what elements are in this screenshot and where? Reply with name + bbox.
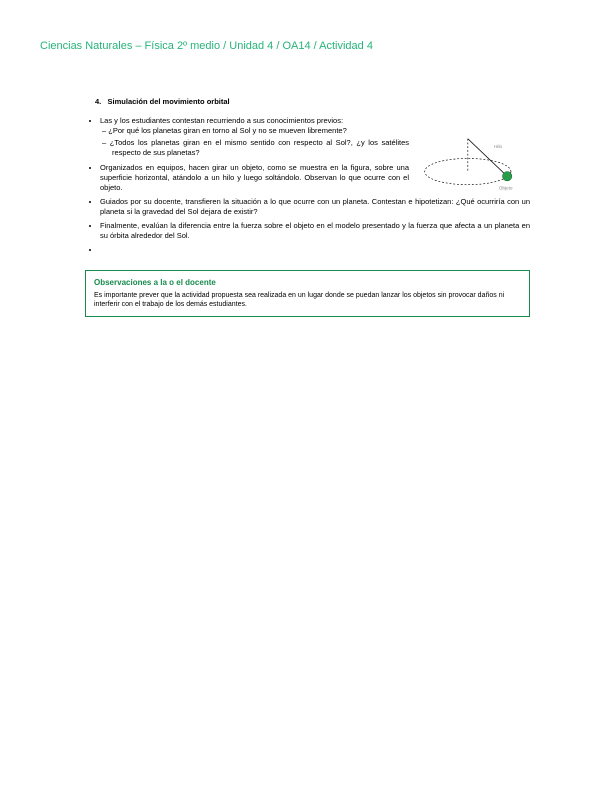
list-item xyxy=(100,245,530,255)
orbit-figure: Hilo Objeto xyxy=(415,120,530,195)
section-number: 4. xyxy=(95,97,101,106)
list-item: Guiados por su docente, transfieren la s… xyxy=(100,197,530,217)
section-title: Simulación del movimiento orbital xyxy=(108,97,230,106)
observations-box: Observaciones a la o el docente Es impor… xyxy=(85,270,530,318)
intro-block: Hilo Objeto Las y los estudiantes contes… xyxy=(85,116,530,260)
page-title: Ciencias Naturales – Física 2º medio / U… xyxy=(40,40,560,52)
bullet-text: Las y los estudiantes contestan recurrie… xyxy=(100,116,343,125)
observations-title: Observaciones a la o el docente xyxy=(94,278,521,287)
observations-body: Es importante prever que la actividad pr… xyxy=(94,291,521,310)
list-item: Finalmente, evalúan la diferencia entre … xyxy=(100,221,530,241)
hilo-label: Hilo xyxy=(494,144,502,149)
content-body: 4. Simulación del movimiento orbital Hil… xyxy=(40,97,560,317)
section-heading: 4. Simulación del movimiento orbital xyxy=(85,97,530,106)
objeto-label: Objeto xyxy=(499,185,513,190)
